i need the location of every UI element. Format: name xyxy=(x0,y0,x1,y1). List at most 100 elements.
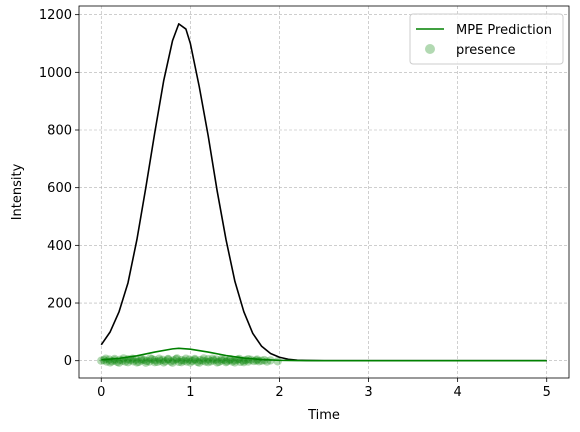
y-tick-label: 0 xyxy=(64,354,72,369)
presence-point xyxy=(97,356,106,365)
presence-point xyxy=(146,354,155,363)
presence-point xyxy=(181,354,191,363)
presence-point xyxy=(220,355,229,365)
presence-point xyxy=(129,357,138,366)
plot-area xyxy=(97,23,547,367)
presence-point xyxy=(169,356,178,365)
presence-point xyxy=(209,356,218,365)
presence-point xyxy=(137,356,146,365)
presence-point xyxy=(132,358,142,367)
presence-point xyxy=(230,358,240,367)
presence-point xyxy=(161,357,170,366)
presence-point xyxy=(222,357,232,366)
presence-point xyxy=(154,354,164,363)
presence-point xyxy=(150,357,159,367)
legend-box xyxy=(409,13,564,65)
presence-point xyxy=(198,356,208,365)
series-line-mpe-prediction xyxy=(101,347,547,362)
presence-point xyxy=(217,354,226,364)
y-tick-label: 800 xyxy=(47,124,72,139)
presence-point xyxy=(195,355,205,365)
presence-point xyxy=(177,357,186,367)
presence-point xyxy=(121,357,130,366)
presence-point xyxy=(206,357,216,366)
y-tick-label: 1000 xyxy=(39,66,72,81)
presence-point xyxy=(273,357,282,366)
presence-point xyxy=(126,355,135,365)
presence-point xyxy=(113,357,122,367)
presence-point xyxy=(185,355,194,364)
x-tick-label: 5 xyxy=(543,385,551,400)
presence-point xyxy=(142,356,151,366)
y-axis-label: Intensity xyxy=(10,163,25,220)
presence-point xyxy=(137,354,146,364)
x-tick-label: 0 xyxy=(97,385,105,400)
presence-point xyxy=(212,355,221,364)
axis-ticks: 0 1 2 3 4 5 0 200 400 600 800 1000 1200 xyxy=(39,8,551,400)
x-axis-label: Time xyxy=(307,408,340,423)
presence-point xyxy=(172,354,182,363)
presence-point xyxy=(190,354,200,364)
presence-point xyxy=(221,357,231,367)
presence-point xyxy=(168,358,177,367)
presence-point xyxy=(193,357,202,367)
presence-point xyxy=(159,358,168,367)
y-tick-label: 1200 xyxy=(39,8,72,23)
y-tick-label: 200 xyxy=(47,297,72,312)
presence-point xyxy=(244,357,253,366)
y-tick-label: 600 xyxy=(47,181,72,196)
presence-point xyxy=(203,357,213,367)
presence-point xyxy=(153,357,162,367)
x-tick-label: 3 xyxy=(364,385,372,400)
plot-frame xyxy=(78,5,570,379)
presence-point xyxy=(187,356,197,366)
x-tick-label: 4 xyxy=(453,385,461,400)
presence-point xyxy=(179,356,189,365)
presence-point xyxy=(228,357,237,366)
presence-point xyxy=(208,354,217,363)
presence-point xyxy=(163,354,173,364)
presence-point xyxy=(199,354,208,363)
presence-point xyxy=(145,357,154,366)
presence-point xyxy=(131,355,141,364)
presence-point xyxy=(155,356,165,365)
series-presence xyxy=(97,354,282,367)
presence-point xyxy=(236,357,245,367)
presence-point xyxy=(147,355,157,364)
legend-marker-swatch xyxy=(425,44,435,54)
presence-point xyxy=(230,356,240,365)
presence-point xyxy=(195,358,204,367)
presence-point xyxy=(201,357,210,366)
presence-point xyxy=(239,357,249,367)
presence-point xyxy=(225,355,234,365)
presence-point xyxy=(217,356,226,365)
legend: MPE Prediction presence xyxy=(409,13,564,65)
presence-point xyxy=(190,355,200,365)
presence-point xyxy=(141,358,151,367)
y-tick-label: 400 xyxy=(47,239,72,254)
presence-point xyxy=(212,358,222,367)
legend-label-presence: presence xyxy=(456,43,515,58)
x-tick-label: 1 xyxy=(186,385,194,400)
presence-point xyxy=(186,358,195,367)
presence-point xyxy=(214,357,224,367)
presence-point xyxy=(114,358,124,367)
presence-point xyxy=(203,355,213,364)
grid xyxy=(79,6,569,378)
presence-point xyxy=(177,355,186,365)
presence-point xyxy=(166,357,175,366)
presence-point xyxy=(182,357,191,366)
presence-point xyxy=(158,355,167,365)
presence-point xyxy=(150,355,159,365)
presence-point xyxy=(139,355,149,365)
x-tick-label: 2 xyxy=(275,385,283,400)
presence-point xyxy=(105,358,115,367)
legend-label-mpe-prediction: MPE Prediction xyxy=(456,23,552,38)
presence-point xyxy=(174,357,183,367)
series-line-intensity xyxy=(100,23,547,362)
presence-point xyxy=(163,355,173,364)
presence-point xyxy=(171,355,181,364)
presence-point xyxy=(134,357,143,367)
presence-point xyxy=(123,357,133,367)
